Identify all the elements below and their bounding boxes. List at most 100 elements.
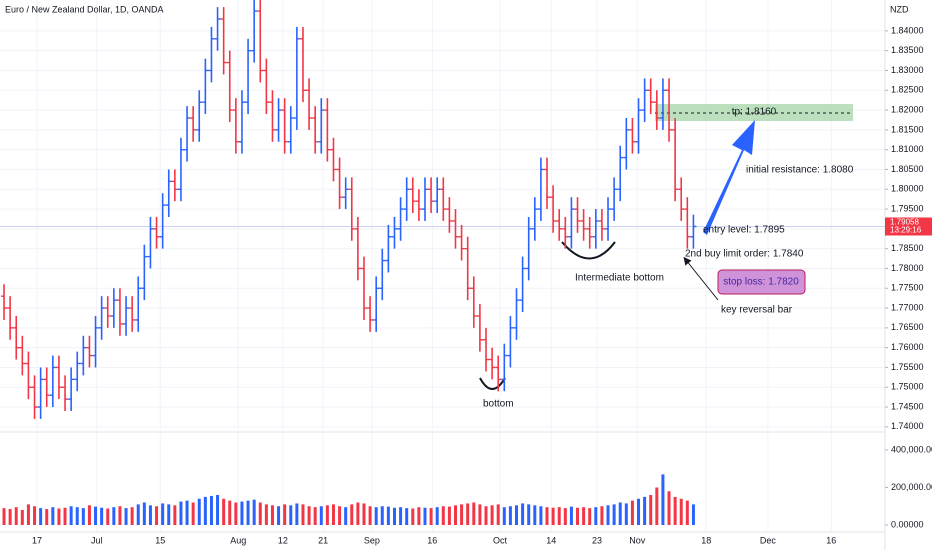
volume-bar: [673, 496, 677, 526]
volume-bar: [405, 508, 409, 526]
volume-bar: [356, 502, 360, 526]
y-tick-label: 1.76000: [891, 342, 924, 352]
chart-title: Euro / New Zealand Dollar, 1D, OANDA: [5, 4, 164, 14]
volume-bar: [594, 507, 598, 526]
volume-bar: [191, 502, 195, 526]
y-tick-label: 1.78500: [891, 243, 924, 253]
volume-bar: [264, 504, 268, 526]
annotation: Intermediate bottom: [575, 273, 664, 284]
volume-bar: [527, 504, 531, 526]
volume-bar: [130, 507, 134, 526]
key-reversal-arrow: [683, 256, 719, 301]
volume-tick-label: 200,000.00000: [891, 482, 932, 492]
volume-bar: [87, 505, 91, 526]
volume-bar: [258, 502, 262, 526]
volume-bar: [124, 508, 128, 526]
annotation: bottom: [483, 399, 514, 410]
bottom-curve: [479, 377, 506, 390]
volume-bar: [563, 508, 567, 526]
countdown: 13:29:16: [890, 226, 922, 235]
volume-bar: [691, 504, 695, 526]
volume-bar: [637, 498, 641, 526]
x-tick-label: Nov: [629, 535, 646, 545]
volume-bar: [435, 507, 439, 526]
annotation: key reversal bar: [721, 305, 793, 316]
volume-bar: [624, 503, 628, 526]
volume-bar: [685, 500, 689, 526]
last-price-box: [885, 217, 932, 236]
annotation: entry level: 1.7895: [703, 225, 785, 236]
volume-bar: [338, 506, 342, 526]
volume-bar: [155, 506, 159, 526]
volume-bar: [551, 507, 555, 526]
x-tick-label: Aug: [230, 535, 246, 545]
volume-bar: [472, 502, 476, 526]
volume-bar: [344, 507, 348, 526]
volume-bar: [490, 505, 494, 526]
y-tick-label: 1.75500: [891, 362, 924, 372]
volume-bar: [161, 503, 165, 526]
volume-bar: [148, 505, 152, 526]
volume-bar: [392, 507, 396, 526]
volume-tick-label: 0.00000: [891, 519, 924, 529]
y-tick-label: 1.82000: [891, 104, 924, 114]
y-tick-label: 1.77000: [891, 302, 924, 312]
y-tick-label: 1.81000: [891, 144, 924, 154]
volume-bar: [600, 506, 604, 526]
volume-bar: [209, 495, 213, 526]
currency: NZD: [890, 4, 909, 14]
volume-bar: [447, 506, 451, 526]
volume-bar: [478, 504, 482, 526]
x-tick-label: 12: [278, 535, 288, 545]
x-tick-label: 16: [427, 535, 437, 545]
x-tick-label: 16: [826, 535, 836, 545]
y-tick-label: 1.82500: [891, 85, 924, 95]
volume-bar: [502, 507, 506, 526]
volume-bar: [283, 504, 287, 526]
volume-bar: [521, 503, 525, 526]
volume-bar: [289, 505, 293, 526]
x-tick-label: Oct: [493, 535, 508, 545]
volume-bar: [380, 506, 384, 526]
last-price-label: 1.79058: [890, 218, 919, 227]
volume-bar: [515, 505, 519, 526]
intermediate-bottom-curve: [561, 241, 616, 260]
volume-bar: [466, 503, 470, 526]
volume-bar: [301, 504, 305, 526]
volume-bar: [319, 506, 323, 526]
y-tick-label: 1.78000: [891, 263, 924, 273]
y-tick-label: 1.74000: [891, 421, 924, 431]
volume-bar: [295, 503, 299, 526]
volume-bar: [228, 500, 232, 526]
volume-bar: [649, 495, 653, 526]
volume-bar: [533, 505, 537, 526]
volume-bar: [307, 506, 311, 526]
volume-bar: [106, 508, 110, 526]
volume-bar: [429, 508, 433, 526]
volume-bar: [142, 502, 146, 526]
volume-bar: [185, 500, 189, 526]
volume-bar: [81, 508, 85, 526]
volume-bar: [252, 499, 256, 526]
volume-bar: [75, 507, 79, 526]
y-tick-label: 1.77500: [891, 283, 924, 293]
volume-bar: [216, 495, 220, 526]
annotation: 2nd buy limit order: 1.7840: [685, 249, 804, 260]
x-tick-label: 15: [155, 535, 165, 545]
volume-bar: [179, 501, 183, 526]
y-tick-label: 1.75000: [891, 382, 924, 392]
volume-bar: [26, 504, 30, 526]
volume-bar: [557, 507, 561, 526]
volume-bar: [612, 504, 616, 526]
volume-bar: [203, 496, 207, 526]
annotation: tp: 1.8160: [732, 107, 777, 118]
volume-bar: [118, 506, 122, 526]
volume-bar: [618, 502, 622, 526]
volume-bar: [112, 507, 116, 526]
volume-bar: [441, 506, 445, 526]
volume-bar: [100, 507, 104, 526]
volume-bar: [270, 505, 274, 526]
volume-bar: [246, 500, 250, 526]
volume-bar: [45, 509, 49, 526]
